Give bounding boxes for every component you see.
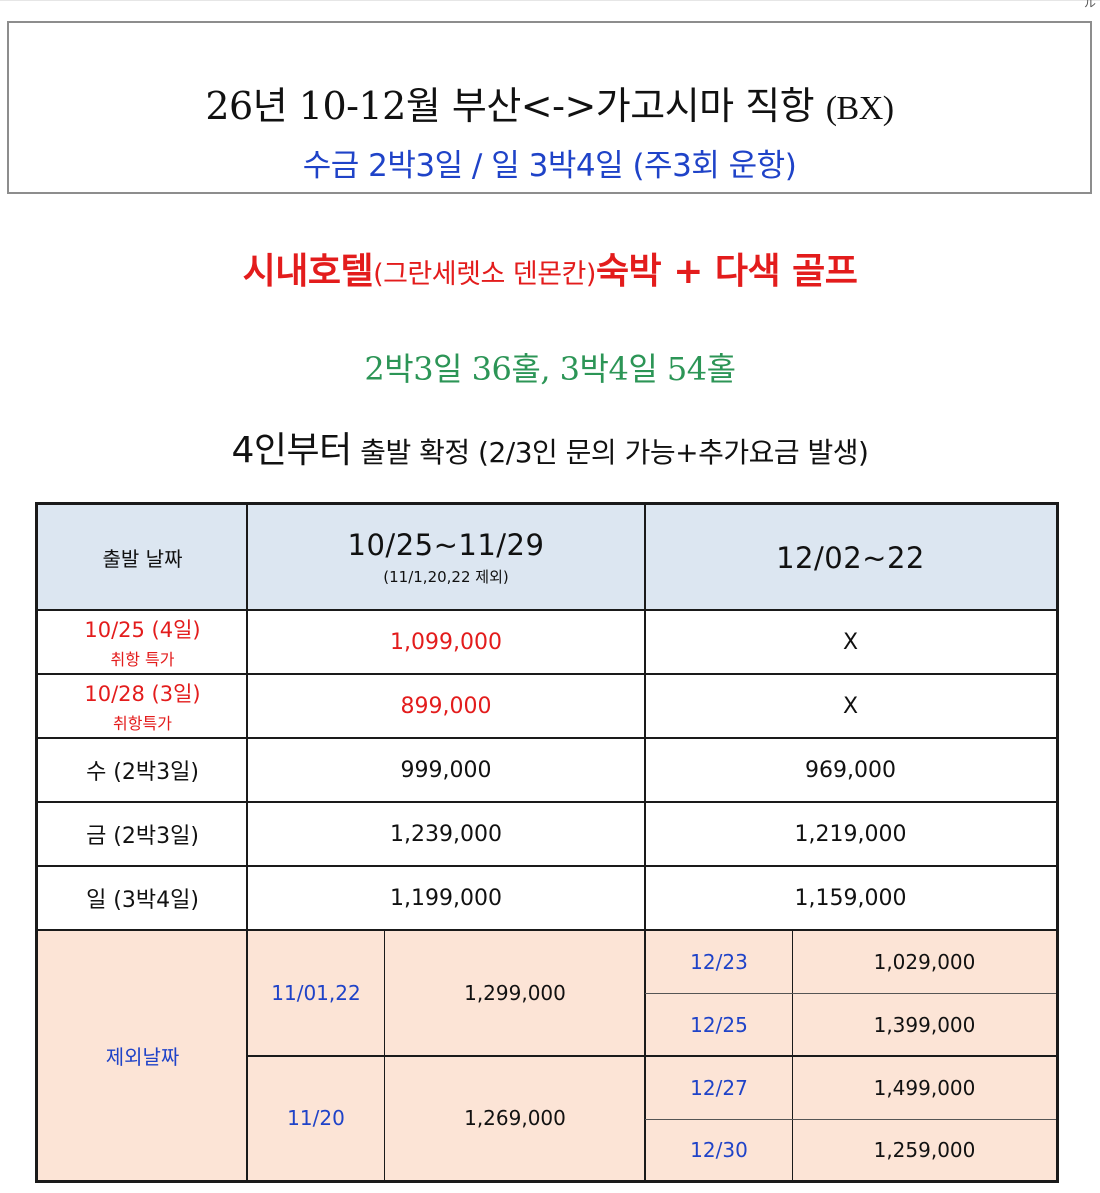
header-period1-note: (11/1,20,22 제외) [383, 568, 509, 586]
grid-line [38, 673, 1056, 675]
special-price2: X [842, 693, 859, 719]
day-label: 일 (3박4일) [86, 888, 199, 913]
header-period2: 12/02~22 [776, 540, 925, 575]
excluded-date-cell: 11/20 [247, 1056, 385, 1180]
excluded-price-cell: 1,269,000 [385, 1056, 645, 1180]
excluded-date-cell: 12/25 [645, 993, 793, 1056]
special-note: 취항특가 [113, 714, 172, 733]
title-main: 26년 10-12월 부산<->가고시마 직항 [205, 84, 826, 128]
header-date-label: 출발 날짜 [102, 547, 183, 571]
excluded-price-cell: 1,029,000 [793, 930, 1056, 993]
grid-line [247, 1055, 1056, 1057]
header-date-label-cell: 출발 날짜 [38, 505, 247, 610]
hotel-headline: 시내호텔(그란세렛소 덴몬칸)숙박 + 다색 골프 [0, 246, 1100, 301]
header-period1-cell: 10/25~11/29 (11/1,20,22 제외) [247, 505, 645, 610]
price1-cell: 999,000 [247, 738, 645, 802]
excluded-price: 1,399,000 [873, 1012, 976, 1037]
title-airline: (BX) [825, 90, 894, 127]
hotel-name: (그란세렛소 덴몬칸) [373, 259, 596, 290]
excluded-date: 12/25 [690, 1012, 748, 1037]
excluded-date: 11/20 [287, 1106, 345, 1130]
excluded-date-cell: 12/27 [645, 1056, 793, 1119]
price2-cell: 1,219,000 [645, 802, 1056, 866]
excluded-label: 제외날짜 [105, 1044, 180, 1069]
excluded-price: 1,299,000 [464, 981, 566, 1005]
corner-mark: ル [1083, 0, 1096, 10]
excluded-price: 1,029,000 [873, 949, 976, 974]
grid-line [38, 929, 1056, 931]
excluded-date-cell: 12/23 [645, 930, 793, 993]
price2-cell: 1,159,000 [645, 866, 1056, 930]
day-label: 수 (2박3일) [86, 760, 199, 785]
excluded-date: 11/01,22 [271, 981, 361, 1005]
price1: 1,239,000 [390, 821, 502, 847]
price2: 969,000 [805, 757, 896, 783]
price1-cell: 1,239,000 [247, 802, 645, 866]
excluded-date-cell: 12/30 [645, 1119, 793, 1180]
special-row-price1-cell: 899,000 [247, 674, 645, 738]
departure-condition: 4인부터 출발 확정 (2/3인 문의 가능+추가요금 발생) [0, 426, 1100, 478]
price2: 1,159,000 [794, 885, 907, 911]
hotel-prefix: 시내호텔 [242, 251, 374, 292]
top-divider [0, 0, 1100, 1]
header-period2-cell: 12/02~22 [645, 505, 1056, 610]
header-period1: 10/25~11/29 [347, 528, 545, 562]
schedule-subtitle: 수금 2박3일 / 일 3박4일 (주3회 운항) [302, 148, 797, 184]
excluded-price: 1,259,000 [873, 1137, 976, 1162]
special-row-date-cell: 10/25 (4일) 취항 특가 [38, 610, 247, 674]
grid-line [644, 505, 646, 1180]
price1-cell: 1,199,000 [247, 866, 645, 930]
price1: 1,199,000 [390, 885, 502, 911]
excluded-price: 1,499,000 [873, 1075, 976, 1100]
day-cell: 금 (2박3일) [38, 802, 247, 866]
excluded-date: 12/30 [690, 1137, 748, 1162]
table-header-bg [38, 505, 1056, 610]
page-title: 26년 10-12월 부산<->가고시마 직항 (BX) [9, 81, 1090, 134]
grid-line [645, 993, 1056, 994]
hotel-suffix: 숙박 + 다색 골프 [595, 251, 858, 292]
departure-detail: 출발 확정 (2/3인 문의 가능+추가요금 발생) [351, 436, 869, 469]
holes-info: 2박3일 36홀, 3박4일 54홀 [364, 350, 736, 388]
special-price1: 1,099,000 [390, 629, 502, 655]
excluded-date: 12/23 [690, 949, 748, 974]
excluded-price-cell: 1,399,000 [793, 993, 1056, 1056]
special-row-price2-cell: X [645, 610, 1056, 674]
grid-line [38, 609, 1056, 611]
special-row-price1-cell: 1,099,000 [247, 610, 645, 674]
grid-line [246, 505, 248, 1180]
min-people: 4인부터 [231, 430, 353, 471]
day-cell: 일 (3박4일) [38, 866, 247, 930]
day-cell: 수 (2박3일) [38, 738, 247, 802]
title-box: 26년 10-12월 부산<->가고시마 직항 (BX) 수금 2박3일 / 일… [7, 21, 1092, 194]
grid-line [38, 801, 1056, 803]
grid-line [38, 737, 1056, 739]
special-row-date-cell: 10/28 (3일) 취항특가 [38, 674, 247, 738]
special-note: 취항 특가 [110, 650, 175, 669]
special-price1: 899,000 [400, 693, 492, 719]
excluded-price-cell: 1,259,000 [793, 1119, 1056, 1180]
excluded-price-cell: 1,299,000 [385, 930, 645, 1056]
excluded-date: 12/27 [690, 1075, 748, 1100]
day-label: 금 (2박3일) [86, 824, 199, 849]
special-price2: X [842, 629, 859, 655]
price2-cell: 969,000 [645, 738, 1056, 802]
price1: 999,000 [400, 757, 492, 783]
excluded-price-cell: 1,499,000 [793, 1056, 1056, 1119]
excluded-price: 1,269,000 [464, 1106, 566, 1130]
price-table: 출발 날짜 10/25~11/29 (11/1,20,22 제외) 12/02~… [35, 502, 1059, 1183]
special-date: 10/28 (3일) [84, 682, 201, 706]
grid-line [645, 1119, 1056, 1120]
price2: 1,219,000 [794, 821, 907, 847]
special-date: 10/25 (4일) [84, 618, 201, 642]
excluded-label-cell: 제외날짜 [38, 930, 247, 1180]
grid-line [38, 865, 1056, 867]
excluded-date-cell: 11/01,22 [247, 930, 385, 1056]
special-row-price2-cell: X [645, 674, 1056, 738]
